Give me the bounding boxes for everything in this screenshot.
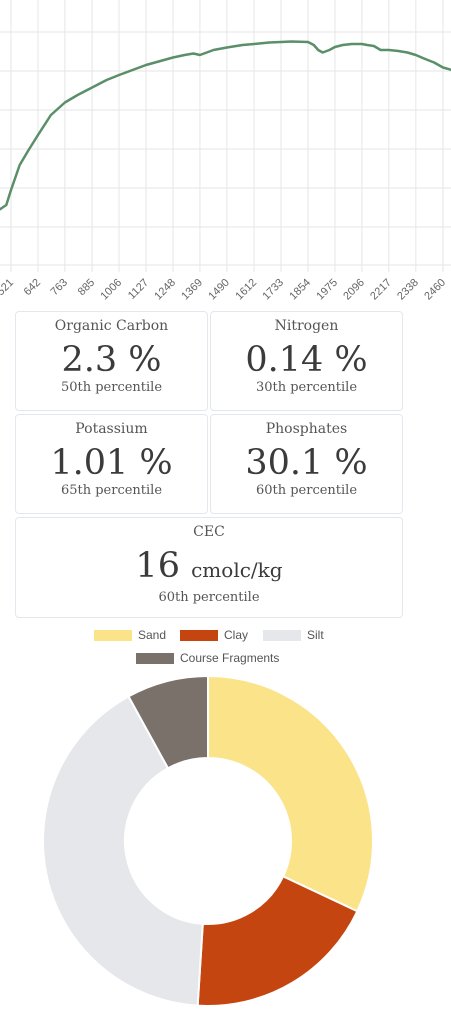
cec-card: CEC 16 cmolc/kg 60th percentile [15,517,403,618]
card-percentile: 60th percentile [158,590,260,605]
card-percentile: 65th percentile [60,483,163,498]
x-tick-label: 2217 [368,277,394,303]
spectrum-line-chart: 521 642 763 885 1006 1127 1248 1369 1490 1612 1733… [0,0,451,303]
x-tick-label: 1975 [314,277,340,303]
legend-swatch [263,629,301,641]
card-percentile: 60th percentile [255,483,358,498]
legend-label: Sand [138,628,167,642]
x-tick-label: 1248 [152,277,178,303]
x-tick-label: 1733 [260,277,286,303]
legend-label: Course Fragments [180,651,280,665]
cec-value: 16 [135,546,180,586]
x-tick-label: 642 [22,277,43,298]
legend-swatch [180,629,218,641]
x-tick-label: 763 [49,277,70,298]
soil-texture-donut-chart [42,674,374,1007]
card-label: Nitrogen [274,318,339,334]
card-label: Potassium [75,421,148,437]
x-tick-label: 521 [0,277,16,298]
card-value: 2.3 % [61,340,162,380]
legend-item-silt[interactable]: Silt [263,628,324,642]
cec-unit: cmolc/kg [191,558,283,582]
donut-slice-clay [196,875,359,1007]
legend-swatch [136,652,174,664]
x-tick-label: 1854 [287,277,313,303]
potassium-card: Potassium 1.01 % 65th percentile [15,414,208,514]
card-percentile: 30th percentile [255,380,358,395]
legend-label: Silt [307,628,324,642]
card-label: Organic Carbon [54,318,169,334]
card-label: Phosphates [265,421,348,437]
card-value: 16 cmolc/kg [16,544,402,592]
donut-slice-sand [207,674,374,913]
x-tick-label: 2096 [341,277,367,303]
x-tick-label: 1006 [98,277,124,303]
x-tick-label: 2460 [422,277,448,303]
card-percentile: 50th percentile [60,380,163,395]
x-tick-label: 1612 [233,277,259,303]
donut-slice-silt [42,695,204,1007]
donut-slice-course-fragments [127,674,209,770]
nitrogen-card: Nitrogen 0.14 % 30th percentile [210,311,403,411]
x-tick-label: 1490 [206,277,232,303]
card-value: 30.1 % [245,443,368,483]
x-tick-label: 885 [76,277,97,298]
spectrum-series-line [0,40,451,211]
x-tick-label: 1127 [126,277,151,302]
x-tick-label: 1369 [179,277,205,303]
card-value: 0.14 % [245,340,368,380]
legend-item-course-fragments[interactable]: Course Fragments [136,651,279,665]
card-value: 1.01 % [50,443,173,483]
legend-item-sand[interactable]: Sand [94,628,166,642]
organic-carbon-card: Organic Carbon 2.3 % 50th percentile [15,311,208,411]
card-label: CEC [193,524,225,540]
legend-item-clay[interactable]: Clay [180,628,248,642]
legend-label: Clay [224,628,249,642]
legend-swatch [94,629,132,641]
phosphates-card: Phosphates 30.1 % 60th percentile [210,414,403,514]
x-tick-label: 2338 [395,277,421,303]
